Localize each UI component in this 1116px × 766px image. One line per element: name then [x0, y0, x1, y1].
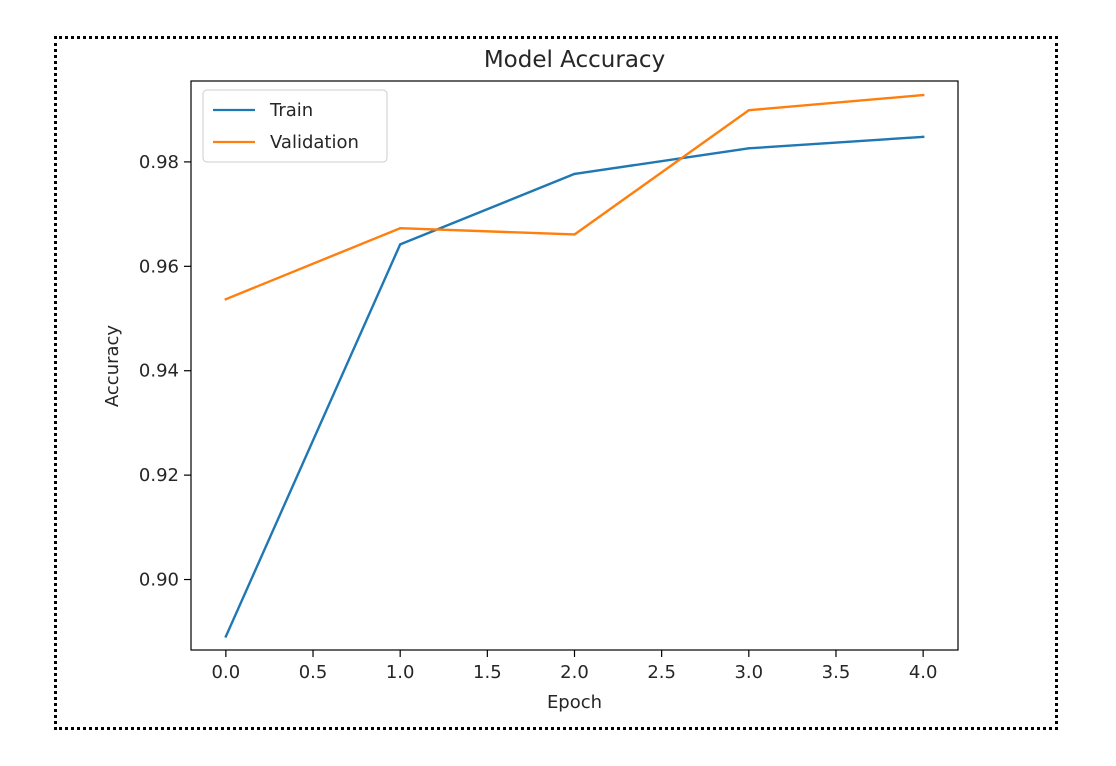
legend-label-train: Train	[269, 100, 313, 121]
legend-label-validation: Validation	[270, 132, 359, 153]
legend: Train Validation	[202, 89, 388, 163]
x-tick-label: 2.0	[560, 662, 589, 683]
y-tick-label: 0.92	[139, 465, 179, 486]
data-point-train	[573, 172, 576, 176]
x-axis-ticks: 0.0 0.5 1.0 1.5 2.0 2.5 3.0 3.5 4.0	[212, 650, 938, 683]
y-tick-label: 0.98	[139, 152, 179, 173]
data-point-train	[398, 243, 402, 246]
data-point-validation	[747, 109, 751, 112]
data-point-train	[224, 635, 228, 638]
data-point-validation	[921, 93, 925, 97]
x-tick-label: 1.0	[386, 662, 415, 683]
plot-frame	[190, 80, 959, 651]
data-point-validation	[573, 233, 576, 236]
x-tick-label: 3.5	[822, 662, 851, 683]
plot-background	[191, 81, 958, 650]
y-tick-label: 0.96	[139, 256, 179, 277]
y-tick-label: 0.94	[139, 361, 179, 382]
data-point-validation	[224, 298, 228, 301]
x-tick-label: 0.0	[212, 662, 241, 683]
series-lines	[224, 93, 925, 639]
data-point-train	[921, 135, 925, 139]
y-axis-ticks: 0.90 0.92 0.94 0.96 0.98	[139, 152, 191, 591]
x-tick-label: 1.5	[473, 662, 502, 683]
x-tick-label: 2.5	[647, 662, 676, 683]
x-tick-label: 4.0	[909, 662, 938, 683]
x-axis-label: Epoch	[547, 692, 602, 713]
data-point-train	[747, 147, 751, 150]
dotted-frame	[54, 36, 1058, 730]
y-tick-label: 0.90	[139, 570, 179, 591]
x-tick-label: 0.5	[299, 662, 328, 683]
x-tick-label: 3.0	[734, 662, 763, 683]
chart-title: Model Accuracy	[484, 47, 665, 73]
legend-box	[202, 89, 388, 163]
data-point-validation	[398, 227, 402, 230]
y-axis-label: Accuracy	[102, 325, 123, 408]
